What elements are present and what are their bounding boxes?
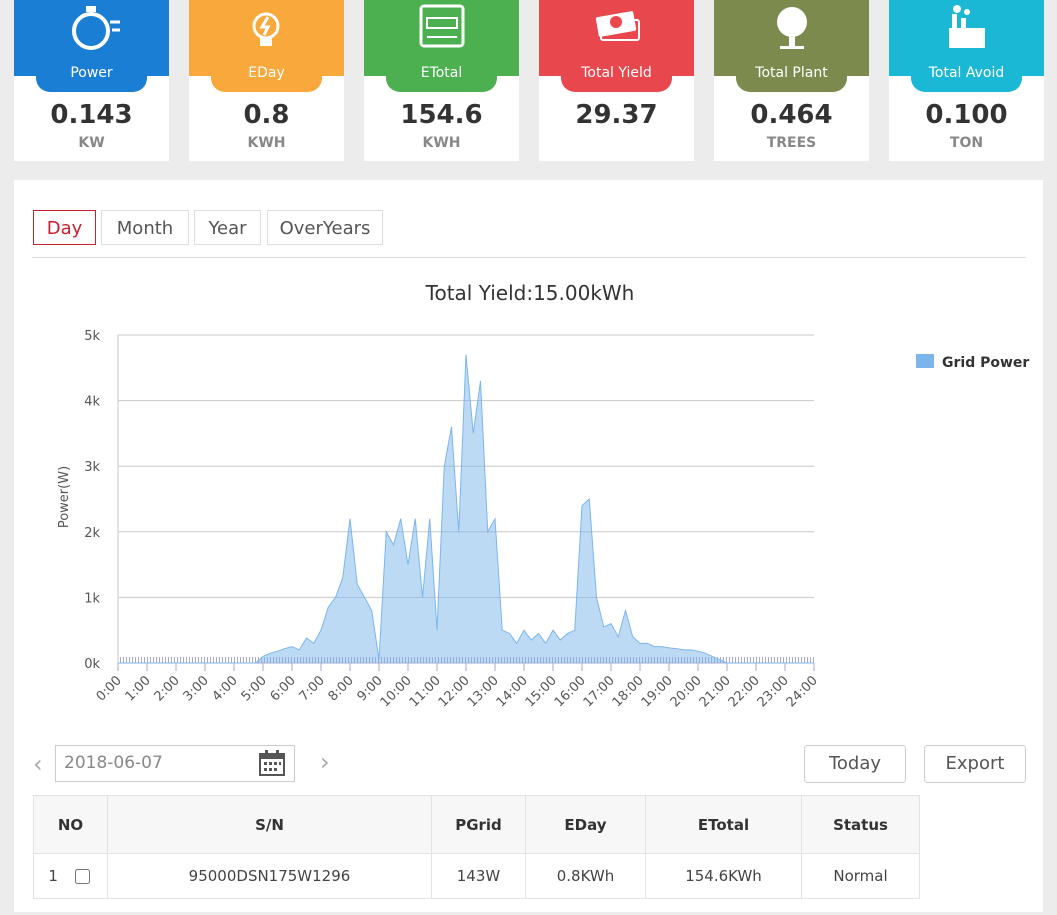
card-unit: KWH: [247, 135, 286, 151]
card-unit: TON: [949, 135, 984, 151]
td: 95000DSN175W1296: [107, 853, 432, 899]
y-tick-label: 5k: [84, 329, 100, 344]
card-label: Total Avoid: [911, 58, 1022, 92]
x-tick-label: 1:00: [123, 673, 154, 704]
stat-card: ETotal 154.6 KWH: [364, 0, 519, 161]
y-axis-label: Power(W): [57, 466, 72, 528]
y-tick-label: 2k: [84, 526, 100, 541]
panel: [14, 180, 1043, 912]
tab[interactable]: OverYears: [267, 210, 383, 245]
x-tick-label: 11:00: [407, 673, 444, 710]
card-icon: [949, 5, 985, 48]
td: 0.8KWh: [525, 853, 646, 899]
divider: [32, 257, 1026, 258]
x-tick-label: 8:00: [326, 673, 357, 704]
card-unit: KW: [78, 135, 105, 151]
x-tick-label: 20:00: [668, 673, 705, 710]
card-value: 0.143: [50, 100, 133, 130]
stat-card: Power 0.143 KW: [14, 0, 169, 161]
card-label: EDay: [211, 58, 322, 92]
th: Status: [801, 795, 920, 854]
chart-title: Total Yield:15.00kWh: [425, 281, 635, 305]
x-tick-label: 19:00: [639, 673, 676, 710]
x-tick-label: 4:00: [210, 673, 241, 704]
prev-arrow[interactable]: ‹: [33, 750, 43, 778]
th: NO: [33, 795, 108, 854]
stat-card: Total Avoid 0.100 TON: [889, 0, 1044, 161]
x-tick-label: 12:00: [436, 673, 473, 710]
stat-card: Total Yield 29.37: [539, 0, 694, 161]
y-tick-label: 4k: [84, 395, 100, 410]
date-input[interactable]: 2018-06-07: [55, 745, 295, 782]
card-label: ETotal: [386, 58, 497, 92]
x-tick-label: 5:00: [239, 673, 270, 704]
card-label: Power: [36, 58, 147, 92]
device-table: NO S/N PGrid EDay ETotal Status 1 95000D…: [33, 795, 920, 899]
x-tick-label: 13:00: [465, 673, 502, 710]
card-value: 0.100: [925, 100, 1008, 130]
card-value: 154.6: [400, 100, 483, 130]
y-tick-label: 0k: [84, 657, 100, 672]
card-value: 29.37: [575, 100, 658, 130]
cell: 1: [48, 866, 58, 885]
card-unit: TREES: [766, 135, 817, 151]
x-tick-label: 17:00: [581, 673, 618, 710]
th: EDay: [525, 795, 646, 854]
tab[interactable]: Year: [194, 210, 261, 245]
stat-card: Total Plant 0.464 TREES: [714, 0, 869, 161]
x-tick-label: 15:00: [523, 673, 560, 710]
card-icon: [72, 6, 120, 50]
x-tick-label: 16:00: [552, 673, 589, 710]
x-tick-label: 18:00: [610, 673, 647, 710]
card-icon: [595, 11, 640, 41]
th: ETotal: [645, 795, 802, 854]
card-icon: [419, 4, 465, 48]
legend-label: Grid Power: [942, 355, 1029, 371]
tab[interactable]: Day: [33, 210, 96, 245]
card-value: 0.464: [750, 100, 833, 130]
th: PGrid: [431, 795, 526, 854]
x-tick-label: 3:00: [181, 673, 212, 704]
card-unit: KWH: [422, 135, 461, 151]
td: Normal: [801, 853, 920, 899]
stat-card: EDay 0.8 KWH: [189, 0, 344, 161]
td: 1: [33, 853, 108, 899]
x-tick-label: 6:00: [268, 673, 299, 704]
card-value: 0.8: [243, 100, 290, 130]
calendar-icon[interactable]: [259, 750, 286, 777]
legend-swatch: [916, 354, 934, 368]
x-tick-label: 14:00: [494, 673, 531, 710]
area-fill: [118, 354, 814, 663]
card-label: Total Plant: [736, 58, 847, 92]
next-arrow[interactable]: ›: [320, 748, 330, 776]
x-tick-label: 22:00: [726, 673, 763, 710]
th: S/N: [107, 795, 432, 854]
y-tick-label: 3k: [84, 460, 100, 475]
x-tick-label: 2:00: [152, 673, 183, 704]
x-tick-label: 10:00: [378, 673, 415, 710]
td: 154.6KWh: [645, 853, 802, 899]
chart: Total Yield:15.00kWh Power(W) 0k 1k 2k 3k 4k 5k…: [57, 281, 1029, 710]
today-button[interactable]: Today: [804, 745, 906, 783]
checkbox[interactable]: [74, 868, 90, 884]
x-tick-label: 0:00: [94, 673, 125, 704]
x-tick-label: 21:00: [697, 673, 734, 710]
x-tick-label: 23:00: [755, 673, 792, 710]
x-tick-label: 24:00: [784, 673, 821, 710]
card-label: Total Yield: [561, 58, 672, 92]
export-button[interactable]: Export: [924, 745, 1026, 783]
card-icon: [252, 12, 280, 46]
x-tick-label: 7:00: [297, 673, 328, 704]
card-icon: [777, 7, 807, 49]
td: 143W: [431, 853, 526, 899]
area-line: [118, 354, 814, 664]
tab[interactable]: Month: [101, 210, 189, 245]
y-tick-label: 1k: [84, 591, 100, 606]
